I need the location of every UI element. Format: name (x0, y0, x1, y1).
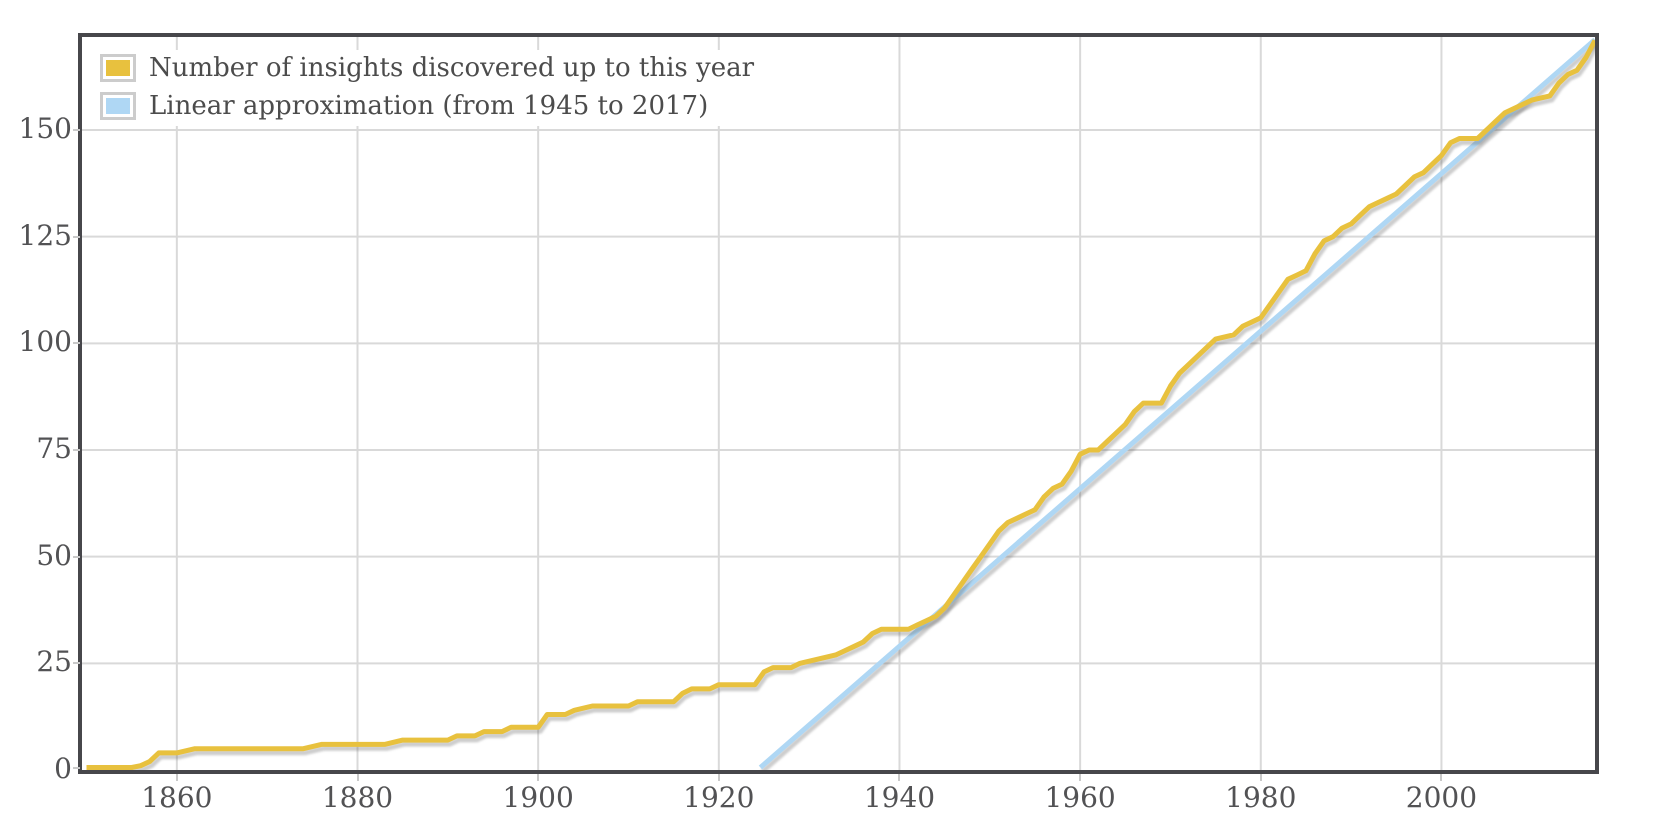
x-axis-label: 1900 (502, 781, 574, 814)
x-axis-tick (356, 774, 359, 781)
y-axis-tick (73, 235, 80, 238)
legend-item-insights: Number of insights discovered up to this… (100, 54, 754, 83)
x-axis-label: 1940 (863, 781, 936, 814)
y-axis-label: 50 (36, 538, 72, 572)
x-axis-label: 1880 (321, 781, 394, 814)
x-axis-tick (1440, 774, 1443, 781)
legend-label-insights: Number of insights discovered up to this… (149, 53, 755, 83)
legend-swatch-fill (106, 60, 130, 77)
x-axis-tick (717, 774, 720, 781)
y-axis-tick (73, 342, 80, 345)
y-axis-tick (73, 767, 80, 769)
x-axis-tick (898, 774, 901, 781)
y-axis-label: 150 (18, 112, 72, 145)
y-axis-tick (73, 555, 80, 558)
legend-item-linear: Linear approximation (from 1945 to 2017) (100, 90, 754, 121)
legend: Number of insights discovered up to this… (96, 50, 769, 127)
series-line-insights (86, 39, 1595, 770)
x-axis-tick (1079, 774, 1082, 781)
x-axis-label: 1920 (683, 781, 755, 814)
legend-swatch-insights-icon (100, 54, 136, 83)
chart-svg (82, 37, 1595, 770)
y-axis-label: 75 (36, 432, 72, 465)
series-line-linear (758, 37, 1595, 770)
y-axis-tick (73, 129, 80, 131)
y-axis-label: 125 (18, 218, 72, 252)
x-axis-label: 2000 (1405, 781, 1478, 814)
plot-area: Number of insights discovered up to this… (78, 33, 1599, 774)
y-axis-label: 0 (54, 752, 72, 785)
y-axis-tick (73, 662, 80, 665)
x-axis-tick (1259, 774, 1262, 781)
y-axis-label: 25 (36, 645, 72, 679)
x-axis-label: 1860 (141, 781, 213, 814)
x-axis-label: 1980 (1225, 781, 1297, 814)
legend-swatch-linear-icon (100, 91, 136, 120)
legend-swatch-fill (106, 97, 130, 114)
x-axis-label: 1960 (1044, 781, 1116, 814)
x-axis-tick (537, 774, 540, 781)
legend-label-linear: Linear approximation (from 1945 to 2017) (149, 90, 709, 121)
y-axis-tick (73, 449, 80, 451)
x-axis-tick (175, 774, 178, 781)
y-axis-label: 100 (18, 325, 72, 359)
